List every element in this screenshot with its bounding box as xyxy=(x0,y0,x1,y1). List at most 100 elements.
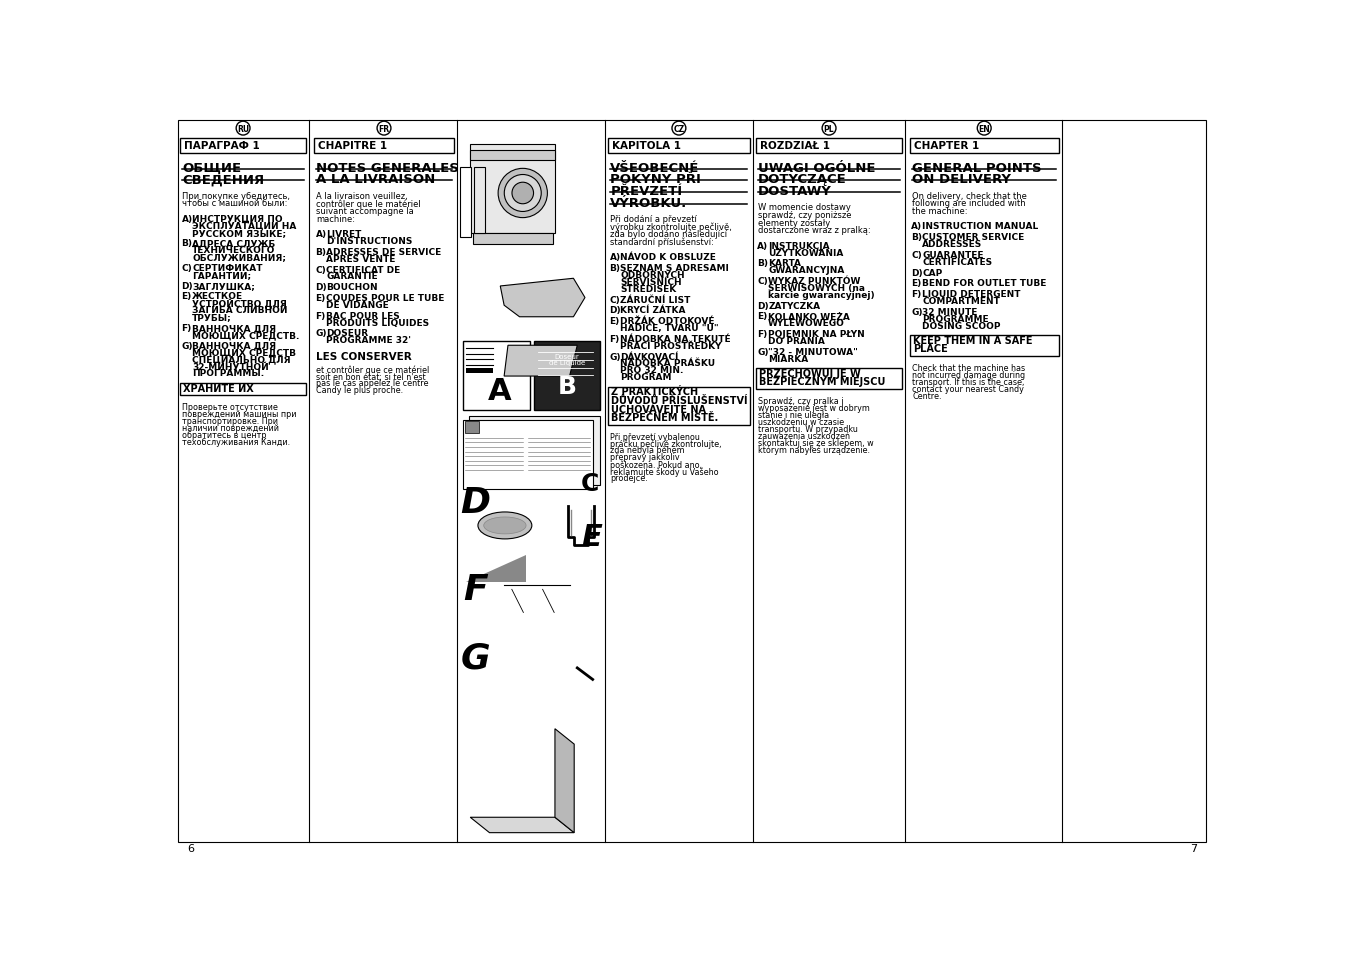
Bar xyxy=(462,420,593,490)
Text: DE VIDANGE: DE VIDANGE xyxy=(326,300,389,310)
Text: D): D) xyxy=(912,269,923,277)
Text: NOTES GENERALES: NOTES GENERALES xyxy=(316,162,459,174)
Bar xyxy=(465,422,478,434)
Text: CERTIFICAT DE: CERTIFICAT DE xyxy=(326,265,400,274)
Text: přepravy jakkoliv: přepravy jakkoliv xyxy=(611,453,680,462)
Text: STŘEDISEK: STŘEDISEK xyxy=(620,285,677,294)
Text: transport. If this is the case,: transport. If this is the case, xyxy=(912,377,1024,387)
Text: zda bylo dodáno následující: zda bylo dodáno následující xyxy=(611,230,727,239)
Text: E): E) xyxy=(609,316,620,326)
Text: D): D) xyxy=(758,301,769,311)
Text: ЭКСПЛУАТАЦИИ НА: ЭКСПЛУАТАЦИИ НА xyxy=(192,221,297,231)
Text: Při převzetí vybalenou: Při převzetí vybalenou xyxy=(611,432,700,441)
Text: APRES VENTE: APRES VENTE xyxy=(326,254,396,263)
Text: 6: 6 xyxy=(188,843,195,854)
Text: CZ: CZ xyxy=(673,125,685,133)
Text: NÁVOD K OBSLUZE: NÁVOD K OBSLUZE xyxy=(620,253,716,262)
Text: В): В) xyxy=(181,239,192,248)
Text: ОБЩИЕ: ОБЩИЕ xyxy=(182,162,242,174)
Text: SEZNAM S ADRESAMI: SEZNAM S ADRESAMI xyxy=(620,264,730,273)
Text: ВАННОЧКА ДЛЯ: ВАННОЧКА ДЛЯ xyxy=(192,341,277,351)
Text: Z PRAKTICKÝCH: Z PRAKTICKÝCH xyxy=(611,387,698,397)
Text: UCHOVÁVEJTE NA: UCHOVÁVEJTE NA xyxy=(611,403,707,415)
Text: ZÁRUČNÍ LIST: ZÁRUČNÍ LIST xyxy=(620,295,690,304)
Text: обратитесь в центр: обратитесь в центр xyxy=(182,431,266,439)
Text: ADRESSES DE SERVICE: ADRESSES DE SERVICE xyxy=(326,248,442,256)
Text: D): D) xyxy=(609,306,621,315)
Text: A LA LIVRAISON: A LA LIVRAISON xyxy=(316,173,435,186)
Text: A la livraison veuillez,: A la livraison veuillez, xyxy=(316,192,408,200)
Text: NÁDOBKA PRÁŠKU: NÁDOBKA PRÁŠKU xyxy=(620,359,716,368)
Text: DÁVKOVACÍ: DÁVKOVACÍ xyxy=(620,353,678,361)
Circle shape xyxy=(499,170,547,218)
Text: ГАРАНТИИ;: ГАРАНТИИ; xyxy=(192,271,251,279)
Text: E): E) xyxy=(758,313,767,321)
Text: MIARKA: MIARKA xyxy=(769,355,808,363)
Text: G: G xyxy=(461,640,490,675)
Text: RU: RU xyxy=(236,125,249,133)
Text: Při dodání a převzetí: Při dodání a převzetí xyxy=(611,214,697,223)
Text: Проверьте отсутствие: Проверьте отсутствие xyxy=(182,403,278,412)
Bar xyxy=(473,233,553,244)
Bar xyxy=(313,139,454,153)
Polygon shape xyxy=(478,860,570,871)
Text: COMPARTMENT: COMPARTMENT xyxy=(923,296,1000,306)
Text: CUSTOMER SERVICE: CUSTOMER SERVICE xyxy=(923,233,1024,242)
Text: reklamujte škody u Vašeho: reklamujte škody u Vašeho xyxy=(611,467,719,476)
Text: Candy le plus proche.: Candy le plus proche. xyxy=(316,386,404,395)
Text: et contrôler que ce matériel: et contrôler que ce matériel xyxy=(316,365,430,375)
Bar xyxy=(470,152,555,160)
Bar xyxy=(180,383,307,395)
Text: machine:: machine: xyxy=(316,214,355,223)
Text: BEZPEČNÉM MÍSTĚ.: BEZPEČNÉM MÍSTĚ. xyxy=(611,413,719,422)
Text: dostarczone wraz z pralką:: dostarczone wraz z pralką: xyxy=(758,226,871,235)
Text: Doseur: Doseur xyxy=(554,354,580,359)
Text: zauważenia uszkodzeń: zauważenia uszkodzeń xyxy=(758,432,850,440)
Text: DRŽÁK ODTOKOVÉ: DRŽÁK ODTOKOVÉ xyxy=(620,316,715,326)
Text: soit en bon état; si tel n'est: soit en bon état; si tel n'est xyxy=(316,373,426,381)
Text: ХРАНИТЕ ИХ: ХРАНИТЕ ИХ xyxy=(182,383,254,394)
Text: D: D xyxy=(461,486,490,519)
Text: suivant accompagne la: suivant accompagne la xyxy=(316,207,413,215)
Text: de Liquide: de Liquide xyxy=(549,360,585,366)
Text: contact your nearest Candy: contact your nearest Candy xyxy=(912,384,1024,394)
Text: B): B) xyxy=(758,259,769,268)
Bar xyxy=(180,139,307,153)
Text: stanie i nie uległa: stanie i nie uległa xyxy=(758,411,830,419)
Text: F): F) xyxy=(912,290,921,299)
Text: D): D) xyxy=(316,283,327,292)
Text: ПРОГРАММЫ.: ПРОГРАММЫ. xyxy=(192,369,265,378)
Text: C): C) xyxy=(912,251,923,259)
Text: D): D) xyxy=(181,281,193,291)
Text: СПЕЦИАЛЬНО ДЛЯ: СПЕЦИАЛЬНО ДЛЯ xyxy=(192,355,290,364)
Text: МОЮЩИХ СРЕДСТВ: МОЮЩИХ СРЕДСТВ xyxy=(192,348,296,357)
Text: DO PRANIA: DO PRANIA xyxy=(769,336,825,346)
Text: С): С) xyxy=(181,264,192,273)
Text: FR: FR xyxy=(378,125,389,133)
Text: GENERAL POINTS: GENERAL POINTS xyxy=(912,162,1042,174)
Text: POKYNY PŘI: POKYNY PŘI xyxy=(611,173,701,186)
Text: KRYCÍ ZÁTKA: KRYCÍ ZÁTKA xyxy=(620,306,686,315)
Text: the machine:: the machine: xyxy=(912,207,967,215)
Text: pas le cas appelez le centre: pas le cas appelez le centre xyxy=(316,379,428,388)
Bar xyxy=(911,139,1059,153)
Text: ODBORNÝCH: ODBORNÝCH xyxy=(620,271,685,279)
Text: DOTYCZĄCE: DOTYCZĄCE xyxy=(758,173,847,186)
Polygon shape xyxy=(500,279,585,317)
Text: РУССКОМ ЯЗЫКЕ;: РУССКОМ ЯЗЫКЕ; xyxy=(192,229,286,237)
Text: standardní příslušenství:: standardní příslušenství: xyxy=(611,237,715,247)
Text: elementy zostały: elementy zostały xyxy=(758,218,831,228)
Circle shape xyxy=(504,175,542,213)
Text: При покупке убедитесь,: При покупке убедитесь, xyxy=(182,192,290,200)
Text: C): C) xyxy=(758,276,769,286)
Text: 7: 7 xyxy=(1190,843,1197,854)
Bar xyxy=(757,369,902,390)
Text: PROGRAMME: PROGRAMME xyxy=(923,314,989,323)
Text: наличии повреждений: наличии повреждений xyxy=(182,424,280,433)
Text: G): G) xyxy=(181,341,193,351)
Text: ADDRESSES: ADDRESSES xyxy=(923,240,982,249)
Text: G): G) xyxy=(316,329,327,338)
Text: A): A) xyxy=(758,241,769,251)
Text: CHAPTER 1: CHAPTER 1 xyxy=(913,141,979,152)
Text: NÁDOBKA NA TEKUTÉ: NÁDOBKA NA TEKUTÉ xyxy=(620,335,731,343)
